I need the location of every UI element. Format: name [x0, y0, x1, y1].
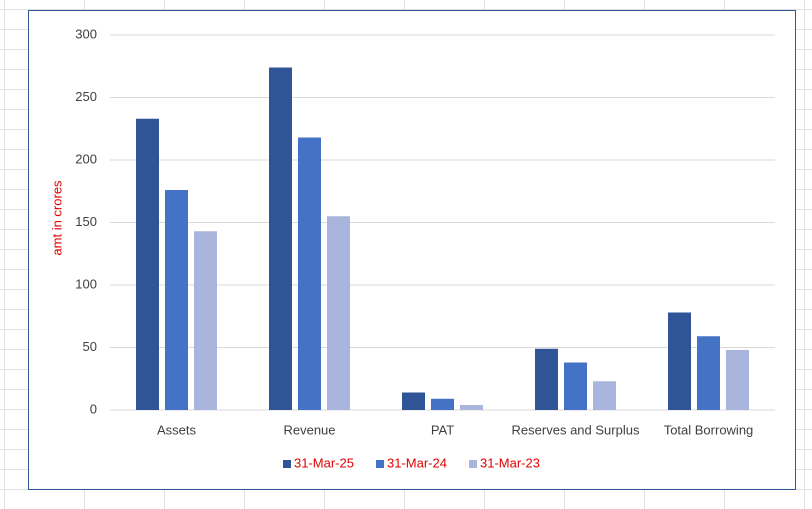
- legend-label: 31-Mar-24: [387, 455, 447, 470]
- legend-swatch: [469, 460, 477, 468]
- bar: [564, 362, 587, 410]
- x-tick-label: Assets: [157, 422, 197, 437]
- x-tick-label: Revenue: [283, 422, 335, 437]
- y-axis-title: amt in crores: [49, 180, 64, 256]
- legend-swatch: [376, 460, 384, 468]
- legend-label: 31-Mar-25: [294, 455, 354, 470]
- x-tick-label: PAT: [431, 422, 454, 437]
- bar: [460, 405, 483, 410]
- x-tick-label: Total Borrowing: [664, 422, 754, 437]
- y-tick-label: 300: [75, 26, 97, 41]
- y-tick-label: 0: [90, 401, 97, 416]
- bar: [298, 137, 321, 410]
- bar: [535, 348, 558, 410]
- bar: [726, 350, 749, 410]
- y-tick-label: 50: [83, 339, 97, 354]
- bar: [431, 398, 454, 410]
- legend-swatch: [283, 460, 291, 468]
- bar: [593, 381, 616, 410]
- bar: [136, 118, 159, 410]
- y-tick-label: 150: [75, 214, 97, 229]
- y-tick-label: 200: [75, 151, 97, 166]
- legend-label: 31-Mar-23: [480, 455, 540, 470]
- y-tick-label: 100: [75, 276, 97, 291]
- bar: [402, 392, 425, 410]
- bar: [327, 216, 350, 410]
- bar: [697, 336, 720, 410]
- bar: [165, 190, 188, 410]
- bar: [194, 231, 217, 410]
- bar: [269, 67, 292, 410]
- y-tick-label: 250: [75, 89, 97, 104]
- x-tick-label: Reserves and Surplus: [512, 422, 640, 437]
- bar: [668, 312, 691, 410]
